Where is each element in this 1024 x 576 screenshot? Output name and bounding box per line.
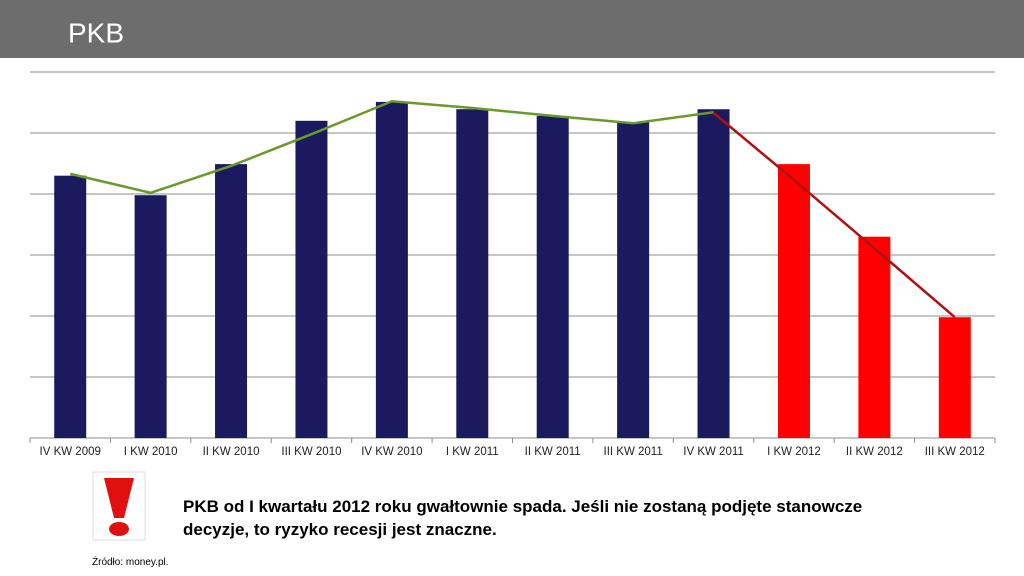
trend-line [712, 111, 956, 319]
bar [617, 122, 650, 439]
bar [536, 115, 569, 439]
note: PKB od I kwartału 2012 roku gwałtownie s… [183, 497, 863, 539]
bar [858, 236, 891, 438]
slide-title: PKB [68, 17, 124, 48]
x-tick-label: II KW 2010 [203, 446, 260, 458]
bar [295, 120, 328, 439]
bar [375, 101, 408, 438]
x-tick-label: III KW 2010 [281, 446, 341, 458]
x-tick-label: I KW 2010 [124, 446, 178, 458]
header-bar [0, 0, 1024, 58]
source: Źródło: money.pl. [92, 557, 169, 568]
bar [134, 195, 167, 438]
x-tick-label: IV KW 2009 [40, 446, 101, 458]
trend-line [69, 100, 714, 195]
x-tick-label: II KW 2011 [525, 446, 581, 458]
x-tick-label: III KW 2011 [604, 446, 663, 458]
warning-icon [92, 471, 146, 541]
x-tick-label: III KW 2012 [925, 446, 985, 458]
x-tick-label: II KW 2012 [846, 446, 903, 458]
bar [54, 175, 87, 438]
bar [777, 164, 810, 439]
x-tick-label: IV KW 2010 [361, 446, 422, 458]
x-tick-label: I KW 2011 [446, 446, 499, 458]
bar [215, 164, 248, 439]
x-tick-label: I KW 2012 [767, 446, 821, 458]
bar [938, 317, 971, 438]
bar [456, 109, 489, 439]
bar [697, 109, 730, 439]
x-tick-label: IV KW 2011 [683, 446, 744, 458]
